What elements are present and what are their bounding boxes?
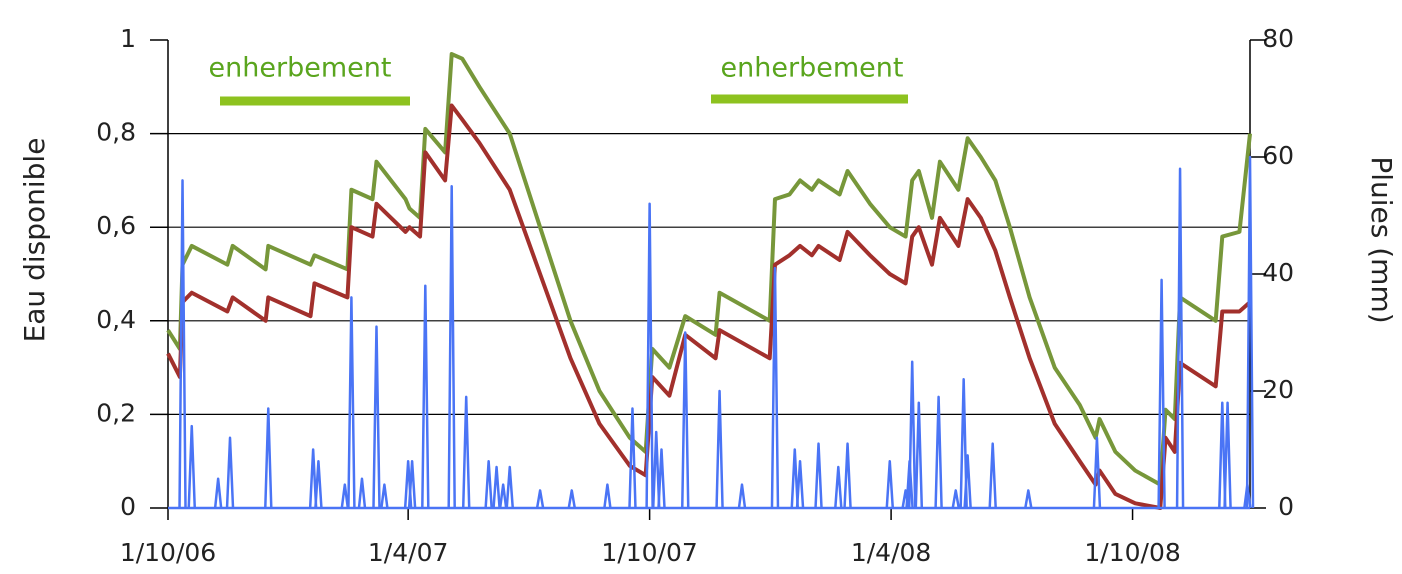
y-tick-label: 0,2: [96, 398, 136, 427]
rain-spike: [737, 483, 747, 509]
rain-spike: [1218, 401, 1227, 509]
rain-spike: [963, 454, 972, 509]
y2-tick-label: 40: [1262, 258, 1294, 287]
x-tick-label: 1/4/07: [368, 538, 448, 567]
y-axis-label: Eau disponible: [18, 138, 51, 343]
rain-spike: [1223, 401, 1232, 509]
rain-spike: [715, 389, 724, 509]
rain-spike: [492, 465, 501, 509]
rain-spike: [535, 489, 545, 509]
y2-tick-label: 80: [1262, 24, 1294, 53]
rain-spike: [843, 442, 852, 509]
rain-spike: [645, 202, 654, 509]
rain-spike: [484, 459, 493, 509]
rain-spike: [651, 430, 661, 509]
y2-tick-label: 0: [1278, 492, 1294, 521]
rain-spike: [770, 266, 780, 509]
rain-spike: [1024, 489, 1033, 509]
rain-spike: [178, 179, 187, 509]
rain-spike: [934, 395, 943, 509]
rain-spike: [407, 459, 417, 509]
rain-spike: [680, 331, 690, 509]
rain-spike: [959, 378, 968, 509]
rain-spike: [1092, 436, 1102, 509]
rain-spike: [347, 296, 356, 509]
rain-spike: [308, 448, 318, 509]
y-tick-label: 0,6: [96, 211, 136, 240]
rain-spike: [187, 424, 197, 509]
rain-spike: [340, 483, 350, 509]
y2-axis-label: Pluies (mm): [1365, 156, 1398, 323]
rain-spike: [314, 459, 323, 509]
rain-spike: [461, 395, 471, 509]
rain-spike: [372, 325, 381, 509]
rain-spike: [447, 185, 456, 509]
rain-spike: [1157, 278, 1166, 509]
rain-spike: [814, 442, 823, 509]
y-tick-label: 0: [120, 492, 136, 521]
rain-spike: [914, 401, 924, 509]
y2-tick-label: 60: [1262, 141, 1294, 170]
line-series: [166, 52, 1252, 487]
rain-spike: [1245, 155, 1255, 509]
rain-spike: [795, 459, 805, 509]
rain-spike: [603, 483, 612, 509]
rain-spike: [790, 448, 800, 509]
y-tick-label: 1: [120, 24, 136, 53]
rain-spike: [264, 407, 273, 509]
x-tick-label: 1/10/08: [1084, 538, 1180, 567]
rain-spike: [951, 489, 960, 509]
rain-spike: [885, 459, 895, 509]
annotation: enherbement: [209, 53, 392, 84]
rain-spike: [421, 284, 430, 509]
rain-spike: [225, 436, 235, 509]
rain-spike: [907, 360, 917, 509]
rain-spike: [498, 483, 508, 509]
rain-spike: [213, 477, 223, 509]
y2-tick-label: 20: [1262, 375, 1294, 404]
rain-spike: [380, 483, 389, 509]
rain-spike: [834, 465, 843, 509]
rain-spike: [657, 448, 666, 509]
line-series: [166, 103, 1252, 510]
rain-spike: [988, 442, 997, 509]
x-tick-label: 1/4/08: [851, 538, 931, 567]
rain-spike: [1175, 167, 1185, 509]
y-tick-label: 0,8: [96, 118, 136, 147]
rain-spike: [628, 407, 637, 509]
x-tick-label: 1/10/07: [601, 538, 697, 567]
rain-spike: [567, 489, 577, 509]
x-tick-label: 1/10/06: [120, 538, 216, 567]
annotation: enherbement: [721, 53, 904, 84]
rain-spike: [357, 477, 367, 509]
y-tick-label: 0,4: [96, 305, 136, 334]
rain-spike: [505, 465, 515, 509]
